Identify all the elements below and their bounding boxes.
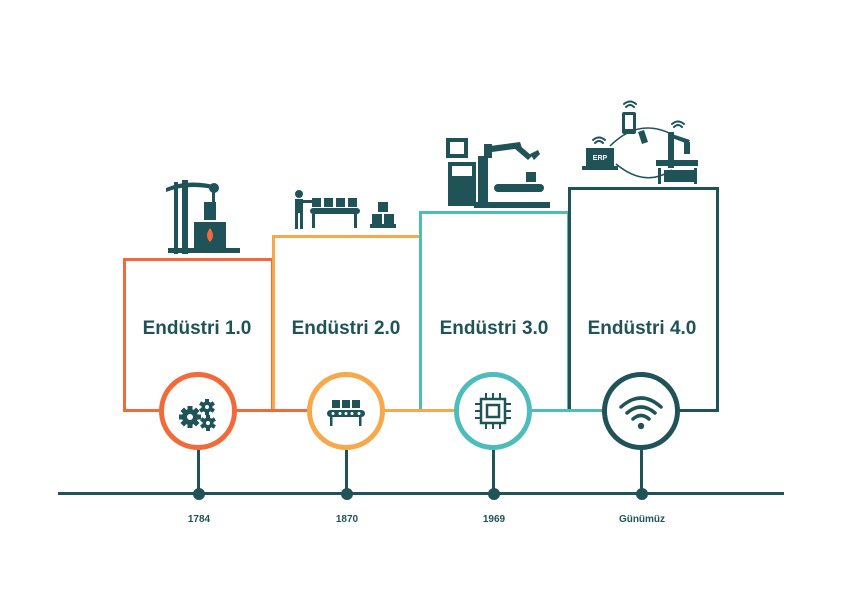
box-bottom-line-4 (678, 409, 719, 412)
erp-label: ERP (593, 155, 608, 162)
timeline-stem-1 (197, 450, 200, 494)
timeline-stem-2 (345, 450, 348, 494)
box-bottom-line-1 (123, 409, 163, 412)
timeline-stem-3 (492, 450, 495, 494)
box-bottom-line-2 (382, 409, 458, 412)
stage-circle-1 (159, 372, 237, 450)
assembly-line-worker-icon (295, 190, 396, 229)
stage-circle-4 (602, 372, 680, 450)
conveyor-icon (327, 400, 365, 426)
stage-label-1: Endüstri 1.0 (142, 318, 252, 339)
year-label-4: Günümüz (618, 514, 666, 525)
year-label-2: 1870 (335, 514, 359, 525)
timeline-stem-4 (640, 450, 643, 494)
gears-icon (179, 399, 216, 431)
timeline-dot-4 (636, 488, 648, 500)
stage-label-4: Endüstri 4.0 (587, 318, 697, 339)
year-label-1: 1784 (187, 514, 211, 525)
connected-iot-icon: ERP (582, 100, 698, 184)
stage-circle-3 (454, 372, 532, 450)
wifi-icon (619, 396, 663, 430)
timeline-dot-1 (193, 488, 205, 500)
timeline-axis (58, 492, 784, 495)
steam-engine-icon (166, 180, 240, 254)
stage-label-3: Endüstri 3.0 (439, 318, 549, 339)
timeline-dot-2 (341, 488, 353, 500)
year-label-3: 1969 (482, 514, 506, 525)
timeline-dot-3 (488, 488, 500, 500)
chip-icon (475, 393, 511, 429)
stage-label-2: Endüstri 2.0 (291, 318, 401, 339)
box-bottom-line-3 (530, 409, 606, 412)
robotic-arm-computer-icon (446, 138, 550, 208)
box-bottom-line-1b (234, 409, 310, 412)
stage-circle-2 (307, 372, 385, 450)
